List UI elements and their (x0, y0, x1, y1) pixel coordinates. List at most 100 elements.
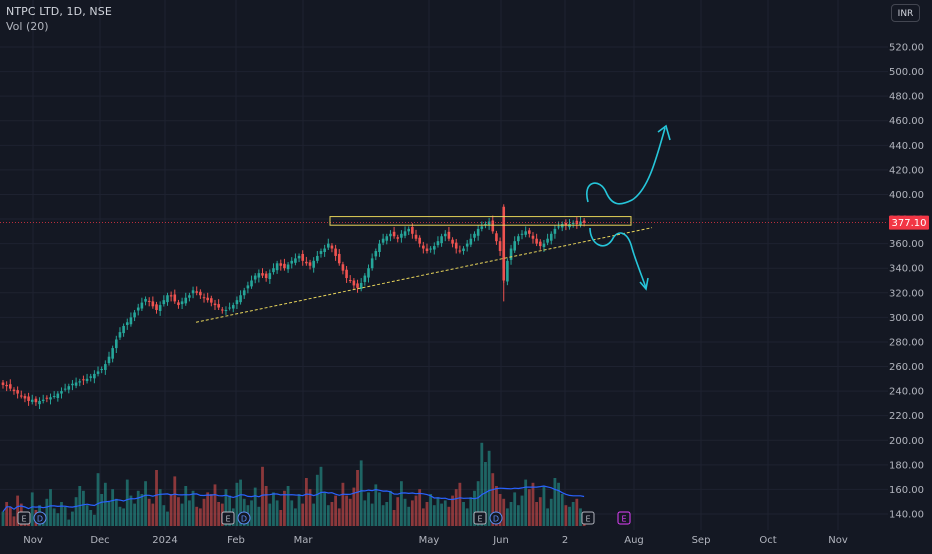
volume-bar (158, 489, 162, 526)
grid (0, 0, 888, 530)
bearish-arrow-head (639, 277, 649, 291)
volume-bar (553, 478, 557, 526)
currency-button[interactable]: INR (891, 4, 920, 22)
candle-body (253, 275, 257, 280)
candle-body (352, 280, 356, 286)
candle-body (272, 268, 275, 273)
event-marker-label: E (21, 515, 26, 524)
volume-bar (67, 519, 71, 526)
x-tick-label: Sep (692, 535, 711, 546)
event-marker-label: E (621, 515, 626, 524)
candle-body (166, 295, 169, 303)
dividend-marker (237, 511, 251, 525)
candle-body (16, 390, 19, 394)
last-price-tag (889, 215, 929, 230)
candle-body (392, 231, 396, 237)
candle-body (180, 301, 184, 305)
volume-bar (436, 497, 440, 526)
volume-moving-average (2, 485, 585, 512)
candle-body (52, 396, 56, 398)
volume-bar (356, 470, 359, 526)
volume-bar (414, 495, 418, 526)
volume-bar (264, 486, 268, 526)
y-tick-label: 520.00 (889, 43, 924, 54)
volume-bar (399, 481, 403, 526)
volume-bar (538, 497, 542, 526)
candle-body (224, 309, 228, 311)
volume-bar (330, 502, 334, 526)
candle-body (557, 226, 560, 228)
volume-bar (49, 489, 52, 526)
volume-bar (155, 470, 158, 526)
volume-bar (432, 505, 436, 526)
candle-body (348, 280, 352, 282)
candle-body (553, 228, 557, 234)
candle-body (520, 233, 524, 235)
candle-body (100, 368, 103, 370)
candle-body (363, 275, 367, 282)
volume-bar (560, 494, 564, 526)
candle-body (27, 396, 30, 401)
symbol-legend[interactable]: NTPC LTD, 1D, NSE (6, 5, 112, 18)
volume-bar (82, 490, 85, 526)
candle-body (140, 302, 144, 309)
candle-body (411, 226, 414, 234)
candle-body (385, 236, 389, 241)
x-tick-label: 2 (562, 535, 568, 546)
volume-bar (425, 502, 429, 526)
candle-body (12, 389, 16, 392)
x-tick-label: May (419, 535, 440, 546)
dividend-marker (489, 511, 503, 525)
volume-bar (162, 505, 166, 526)
earnings-marker (221, 511, 235, 525)
volume-bar (407, 506, 411, 526)
volume-bar (571, 502, 575, 526)
volume-bar (206, 492, 210, 526)
event-marker-label: D (493, 515, 499, 524)
candle-body (429, 248, 432, 250)
volume-bar (465, 508, 469, 526)
candle-body (458, 250, 462, 252)
candle-body (60, 391, 63, 394)
volume-bar (184, 486, 188, 526)
candle-body (316, 255, 319, 261)
volume-bar (403, 498, 407, 526)
volume-bar (568, 506, 571, 526)
volume-bar (487, 450, 491, 526)
volume-bar (92, 514, 96, 526)
volume-bar (272, 492, 275, 526)
candle-body (469, 238, 473, 245)
candle-body (465, 243, 469, 247)
x-tick-label: Nov (23, 535, 43, 546)
candle-body (378, 243, 381, 252)
candle-body (147, 300, 151, 302)
candle-body (82, 379, 85, 381)
volume-bar (410, 500, 414, 526)
candle-body (221, 309, 224, 311)
candle-body (381, 238, 385, 243)
y-tick-label: 140.00 (889, 510, 924, 521)
y-tick-label: 260.00 (889, 362, 924, 373)
candle-body (582, 220, 586, 223)
candle-body (502, 206, 506, 269)
x-tick-label: Dec (90, 535, 109, 546)
time-axis: Nov Dec 2024 Feb Mar May Jun 2 Aug Sep Oct Nov (23, 535, 848, 546)
candle-body (107, 356, 111, 364)
y-tick-label: 320.00 (889, 288, 924, 299)
volume-bars (1, 442, 586, 526)
drawings (0, 124, 888, 323)
candle-body (476, 228, 480, 236)
candle-body (443, 233, 447, 237)
candle-body (473, 233, 476, 238)
volume-bar (286, 486, 290, 526)
event-marker-label: D (241, 515, 247, 524)
earnings-marker (473, 511, 487, 525)
volume-bar (60, 502, 63, 526)
volume-bar (133, 503, 136, 526)
volume-legend[interactable]: Vol (20) (6, 20, 49, 33)
candle-body (23, 396, 27, 399)
candle-body (389, 233, 392, 237)
candle-body (151, 301, 155, 307)
